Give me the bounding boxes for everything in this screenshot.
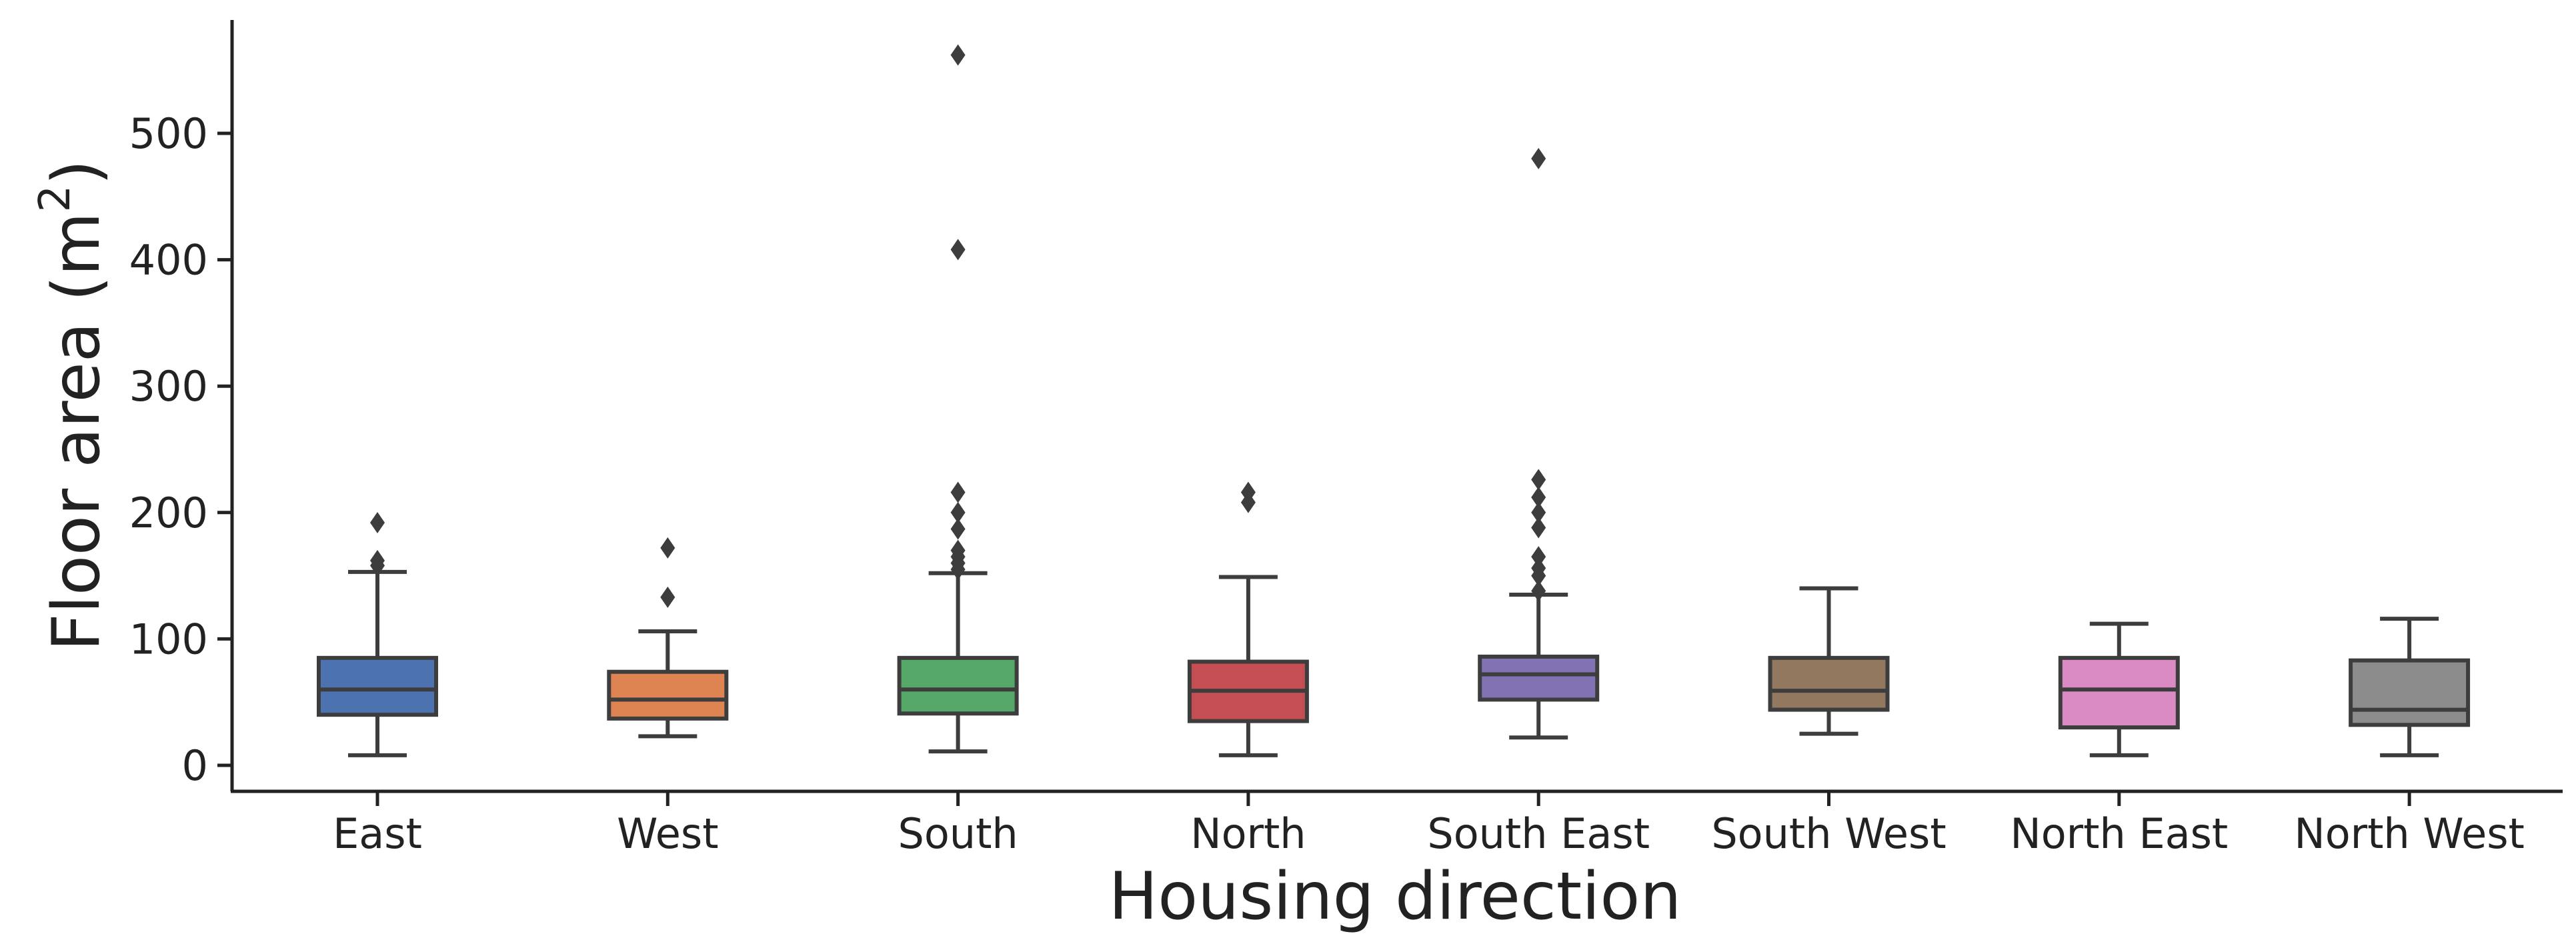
outlier-point xyxy=(1531,487,1546,509)
x-tick-label: West xyxy=(617,809,718,858)
box-iqr xyxy=(317,655,438,717)
x-tick-label: South East xyxy=(1427,809,1650,858)
outlier-point xyxy=(370,511,385,533)
y-axis-title-main: Floor area (m xyxy=(39,212,115,651)
outlier-point xyxy=(950,539,966,561)
plot-area xyxy=(317,44,2471,757)
y-tick-label: 200 xyxy=(129,489,208,537)
y-axis-title-superscript: 2 xyxy=(31,185,80,213)
x-tick-label: North East xyxy=(2010,809,2228,858)
outlier-point xyxy=(660,586,676,608)
outlier-point xyxy=(1531,557,1546,579)
outlier-point xyxy=(1531,501,1546,523)
y-tick-label: 300 xyxy=(129,362,208,411)
outlier-point xyxy=(950,481,966,503)
y-axis-title: Floor area (m2) xyxy=(31,159,115,651)
y-tick-label: 0 xyxy=(182,741,208,790)
box-group xyxy=(897,44,1019,754)
outlier-point xyxy=(1531,580,1546,602)
x-tick-label: South West xyxy=(1711,809,1946,858)
box-iqr xyxy=(1478,654,1600,702)
box-group xyxy=(2349,617,2471,757)
box-group xyxy=(1478,147,1600,740)
box-group xyxy=(1187,481,1309,757)
box-group xyxy=(1768,586,1890,736)
outlier-point xyxy=(1531,469,1546,491)
x-tick-label: North xyxy=(1190,809,1306,858)
x-tick-label: East xyxy=(333,809,422,858)
outlier-point xyxy=(1531,517,1546,539)
y-axis-title-close: ) xyxy=(39,159,115,185)
y-tick-label: 400 xyxy=(129,236,208,285)
outlier-point xyxy=(950,239,966,261)
x-tick-label: North West xyxy=(2294,809,2525,858)
box-iqr xyxy=(1768,655,1890,712)
x-tick-label: South xyxy=(898,809,1018,858)
outlier-point xyxy=(950,501,966,523)
box-group xyxy=(2058,621,2180,757)
box-iqr xyxy=(2058,655,2180,730)
box-iqr xyxy=(2349,658,2471,727)
outlier-point xyxy=(1531,147,1546,169)
x-axis-title: Housing direction xyxy=(1109,859,1682,935)
box-iqr xyxy=(897,655,1019,716)
outlier-point xyxy=(660,537,676,559)
x-axis: East West South North South East South West No… xyxy=(231,789,2563,858)
box-iqr xyxy=(607,669,729,721)
y-axis: 0 100 200 300 400 500 xyxy=(129,20,234,791)
y-axis-title-group: Floor area (m2) xyxy=(31,159,115,651)
y-tick-label: 500 xyxy=(129,109,208,158)
outlier-point xyxy=(1240,481,1256,503)
y-tick-label: 100 xyxy=(129,615,208,663)
outlier-point xyxy=(950,518,966,540)
box-group xyxy=(607,537,729,739)
outlier-point xyxy=(950,44,966,66)
outlier-point xyxy=(1531,546,1546,568)
outlier-point xyxy=(370,549,385,571)
box-group xyxy=(317,511,438,757)
